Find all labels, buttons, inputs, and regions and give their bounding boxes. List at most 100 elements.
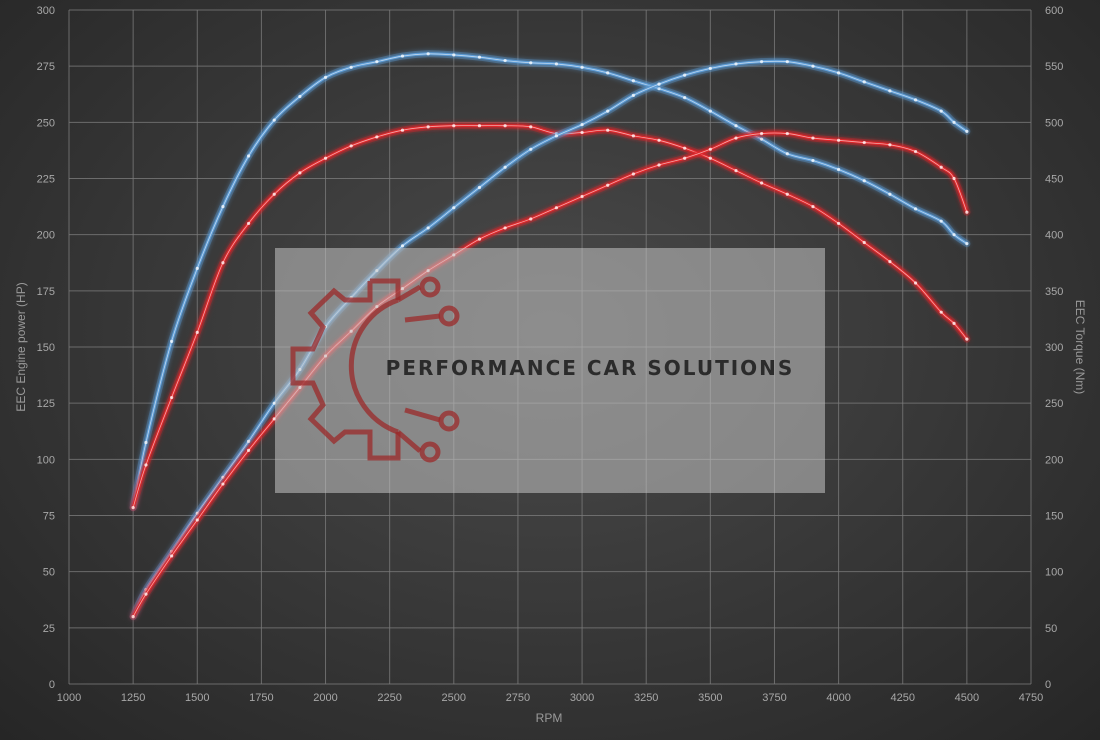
data-point: [708, 66, 712, 71]
data-point: [375, 60, 379, 64]
data-point: [349, 65, 353, 69]
y2-axis-title: EEC Torque (Nm): [1073, 300, 1087, 394]
data-point: [195, 330, 199, 334]
data-point: [952, 233, 956, 237]
data-point: [837, 71, 841, 75]
data-point: [657, 87, 661, 91]
data-point: [760, 60, 764, 64]
y2-tick-label: 250: [1045, 398, 1063, 410]
x-tick-label: 4750: [1019, 692, 1043, 704]
x-tick-label: 4250: [890, 692, 914, 704]
data-point: [734, 136, 738, 140]
data-point: [477, 124, 482, 128]
x-tick-label: 1000: [57, 692, 81, 704]
data-point: [683, 73, 687, 77]
data-point: [452, 53, 456, 57]
data-point: [631, 93, 635, 97]
data-point: [323, 75, 328, 79]
x-tick-label: 1500: [185, 692, 209, 704]
data-point: [503, 124, 507, 128]
data-point: [939, 165, 943, 169]
data-point: [913, 207, 918, 211]
data-point: [785, 60, 789, 64]
data-point: [170, 339, 174, 343]
data-point: [606, 128, 610, 132]
data-point: [631, 134, 635, 138]
data-point: [760, 137, 764, 141]
data-point: [144, 592, 148, 596]
y2-tick-label: 150: [1045, 511, 1063, 523]
data-point: [554, 206, 559, 210]
x-axis-title: RPM: [536, 711, 563, 725]
watermark-box: [275, 248, 825, 493]
data-point: [323, 156, 328, 160]
data-point: [952, 176, 956, 181]
data-point: [657, 163, 661, 167]
y-tick-label: 200: [37, 230, 55, 242]
data-point: [503, 226, 507, 230]
data-point: [811, 64, 815, 68]
data-point: [811, 158, 815, 163]
x-tick-label: 2500: [442, 692, 466, 704]
data-point: [734, 62, 738, 66]
data-point: [246, 448, 251, 452]
data-point: [580, 130, 584, 135]
y-axis-title: EEC Engine power (HP): [14, 282, 28, 411]
data-point: [683, 146, 687, 150]
y-tick-label: 0: [49, 679, 55, 691]
data-point: [708, 156, 712, 160]
x-tick-label: 1250: [121, 692, 145, 704]
data-point: [298, 94, 302, 99]
data-point: [760, 181, 764, 185]
data-point: [580, 65, 584, 69]
data-point: [965, 337, 969, 341]
data-point: [503, 165, 507, 169]
data-point: [477, 55, 482, 59]
data-point: [708, 147, 712, 151]
data-point: [631, 172, 635, 176]
data-point: [170, 554, 174, 558]
y2-tick-label: 100: [1045, 567, 1063, 579]
data-point: [426, 226, 430, 230]
data-point: [606, 71, 610, 75]
x-tick-label: 4000: [826, 692, 850, 704]
data-point: [837, 167, 841, 172]
y2-tick-label: 350: [1045, 286, 1063, 298]
x-tick-label: 3250: [634, 692, 658, 704]
data-point: [683, 96, 687, 100]
data-point: [221, 204, 225, 209]
data-point: [785, 192, 789, 196]
x-tick-label: 3750: [762, 692, 786, 704]
data-point: [708, 109, 712, 113]
y2-tick-label: 400: [1045, 230, 1063, 242]
watermark: PERFORMANCE CAR SOLUTIONS: [275, 248, 825, 493]
data-point: [554, 134, 559, 138]
data-point: [529, 147, 533, 151]
data-point: [734, 169, 738, 173]
y2-tick-label: 50: [1045, 623, 1057, 635]
data-point: [965, 242, 969, 246]
data-point: [952, 120, 956, 124]
data-point: [529, 125, 533, 129]
series-4: [129, 129, 971, 621]
data-point: [246, 439, 251, 443]
series-1: [129, 50, 971, 512]
data-point: [862, 80, 866, 84]
y2-tick-label: 500: [1045, 117, 1063, 129]
data-point: [503, 58, 507, 63]
data-point: [452, 124, 456, 128]
data-point: [246, 221, 251, 226]
data-point: [426, 125, 430, 129]
data-point: [400, 244, 405, 248]
series-2: [129, 122, 971, 512]
y2-tick-label: 550: [1045, 61, 1063, 73]
y-tick-label: 100: [37, 454, 55, 466]
x-tick-label: 2750: [506, 692, 530, 704]
data-point: [837, 221, 841, 226]
data-point: [400, 128, 405, 132]
axis-ticks: 1000 1250 1500 1750 2000 2250 2500 2750 3000 3250…: [37, 5, 1064, 704]
data-point: [734, 124, 738, 128]
data-point: [195, 511, 199, 515]
data-point: [272, 118, 276, 122]
data-point: [426, 52, 430, 56]
